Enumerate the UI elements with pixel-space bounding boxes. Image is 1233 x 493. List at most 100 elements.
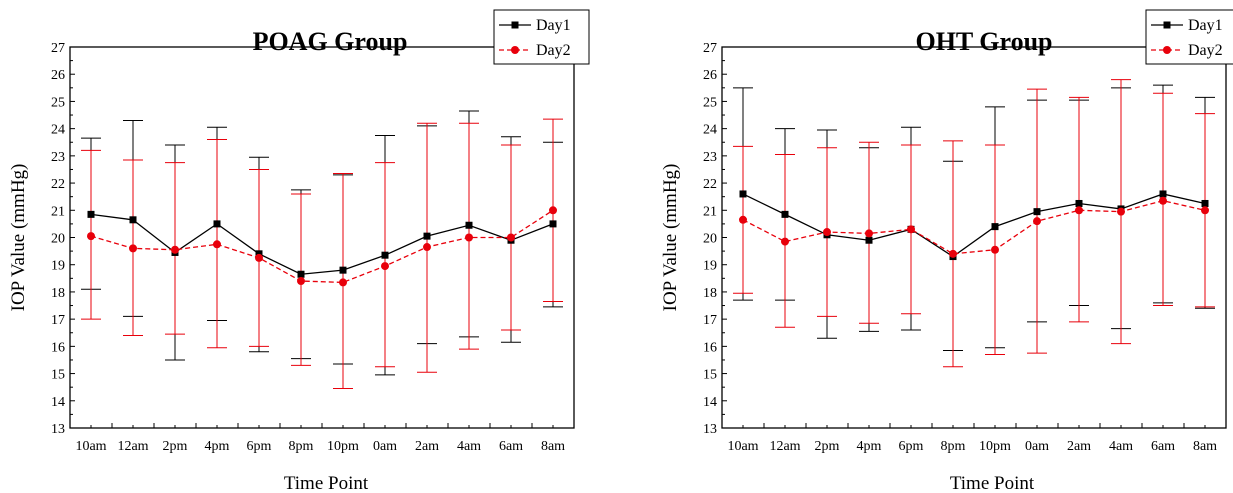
y-tick-label: 13 [703,422,717,437]
y-tick-label: 16 [51,340,65,355]
data-point-day1 [781,210,789,218]
data-point-day1 [213,220,221,228]
legend-marker [1163,46,1171,54]
data-point-day2 [865,229,873,238]
data-point-day2 [1201,206,1209,215]
y-tick-label: 21 [51,204,65,219]
data-point-day1 [865,236,873,244]
y-tick-label: 24 [703,123,717,138]
data-point-day2 [907,225,915,234]
data-point-day1 [297,270,305,278]
x-tick-label: 0am [1025,439,1049,454]
data-point-day2 [129,244,137,253]
legend-label: Day1 [536,17,571,34]
data-point-day2 [465,233,473,242]
poag-chart: 13 14 15 16 17 18 19 20 21 22 23 24 25 26 27 10am 12am 2p… [8,9,590,493]
y-tick-label: 13 [51,422,65,437]
data-point-day2 [549,206,557,215]
legend-marker [511,21,519,29]
y-tick-label: 27 [703,41,717,56]
y-tick-label: 23 [703,150,717,165]
x-tick-label: 8pm [289,439,314,454]
y-tick-label: 21 [703,204,717,219]
legend-label: Day2 [536,42,571,59]
x-tick-label: 10am [75,439,106,454]
y-tick-label: 18 [703,286,717,301]
y-tick-label: 15 [703,368,717,383]
data-point-day1 [129,216,137,224]
x-tick-label: 6am [499,439,523,454]
legend-marker [511,46,519,54]
data-point-day2 [255,253,263,262]
x-tick-label: 2am [1067,439,1091,454]
data-point-day1 [1075,199,1083,207]
y-tick-label: 20 [703,232,717,247]
y-tick-label: 19 [51,259,65,274]
x-tick-label: 6pm [247,439,272,454]
data-point-day1 [991,223,999,231]
x-tick-label: 10pm [327,439,359,454]
data-point-day2 [87,232,95,241]
chart-title: POAG Group [253,27,408,56]
data-point-day2 [1075,206,1083,215]
x-tick-label: 0am [373,439,397,454]
data-point-day1 [549,220,557,228]
y-axis-title: IOP Value (mmHg) [8,164,29,312]
data-point-day2 [949,249,957,258]
x-tick-label: 6pm [899,439,924,454]
x-tick-label: 8pm [941,439,966,454]
legend-box [1145,9,1233,65]
y-tick-label: 25 [51,95,65,110]
x-tick-label: 4pm [205,439,230,454]
y-tick-label: 17 [703,313,717,328]
y-tick-label: 15 [51,368,65,383]
x-tick-label: 10am [727,439,758,454]
data-point-day1 [423,232,431,240]
legend-label: Day1 [1188,17,1223,34]
x-tick-label: 6am [1151,439,1175,454]
data-point-day1 [339,266,347,274]
data-point-day1 [87,210,95,218]
y-tick-label: 20 [51,232,65,247]
data-point-day2 [1159,196,1167,205]
x-tick-label: 12am [769,439,800,454]
y-tick-label: 17 [51,313,65,328]
x-tick-label: 4am [1109,439,1133,454]
y-tick-label: 27 [51,41,65,56]
data-point-day2 [781,237,789,246]
oht-chart: 13 14 15 16 17 18 19 20 21 22 23 24 25 26 27 10am 12am 2p… [660,9,1233,493]
y-tick-label: 18 [51,286,65,301]
y-tick-label: 23 [51,150,65,165]
x-tick-label: 8am [1193,439,1217,454]
y-tick-label: 19 [703,259,717,274]
y-tick-label: 14 [51,395,65,410]
data-point-day1 [1159,190,1167,198]
x-tick-label: 2pm [163,439,188,454]
y-tick-label: 22 [51,177,65,192]
poag-chart-panel: 13 14 15 16 17 18 19 20 21 22 23 24 25 26 27 10am 12am 2p… [8,9,590,493]
x-tick-label: 10pm [979,439,1011,454]
data-point-day1 [1033,208,1041,216]
data-point-day2 [1033,217,1041,226]
oht-chart-panel: 13 14 15 16 17 18 19 20 21 22 23 24 25 26 27 10am 12am 2p… [617,0,1233,493]
data-point-day1 [465,221,473,229]
series-line-day1 [90,213,554,275]
legend-label: Day2 [1188,42,1223,59]
plot-frame [721,46,1227,429]
data-point-day2 [1117,207,1125,216]
data-point-day2 [423,243,431,252]
data-point-day1 [255,250,263,258]
y-tick-label: 16 [703,340,717,355]
legend-marker [1163,21,1171,29]
y-tick-label: 22 [703,177,717,192]
x-tick-label: 12am [117,439,148,454]
data-point-day2 [381,262,389,271]
chart-title: OHT Group [915,27,1052,56]
x-tick-label: 4am [457,439,481,454]
data-point-day2 [823,228,831,237]
x-tick-label: 2am [415,439,439,454]
x-axis-title: Time Point [950,473,1035,493]
data-point-day2 [297,277,305,286]
data-point-day2 [991,245,999,254]
data-point-day2 [507,233,515,242]
